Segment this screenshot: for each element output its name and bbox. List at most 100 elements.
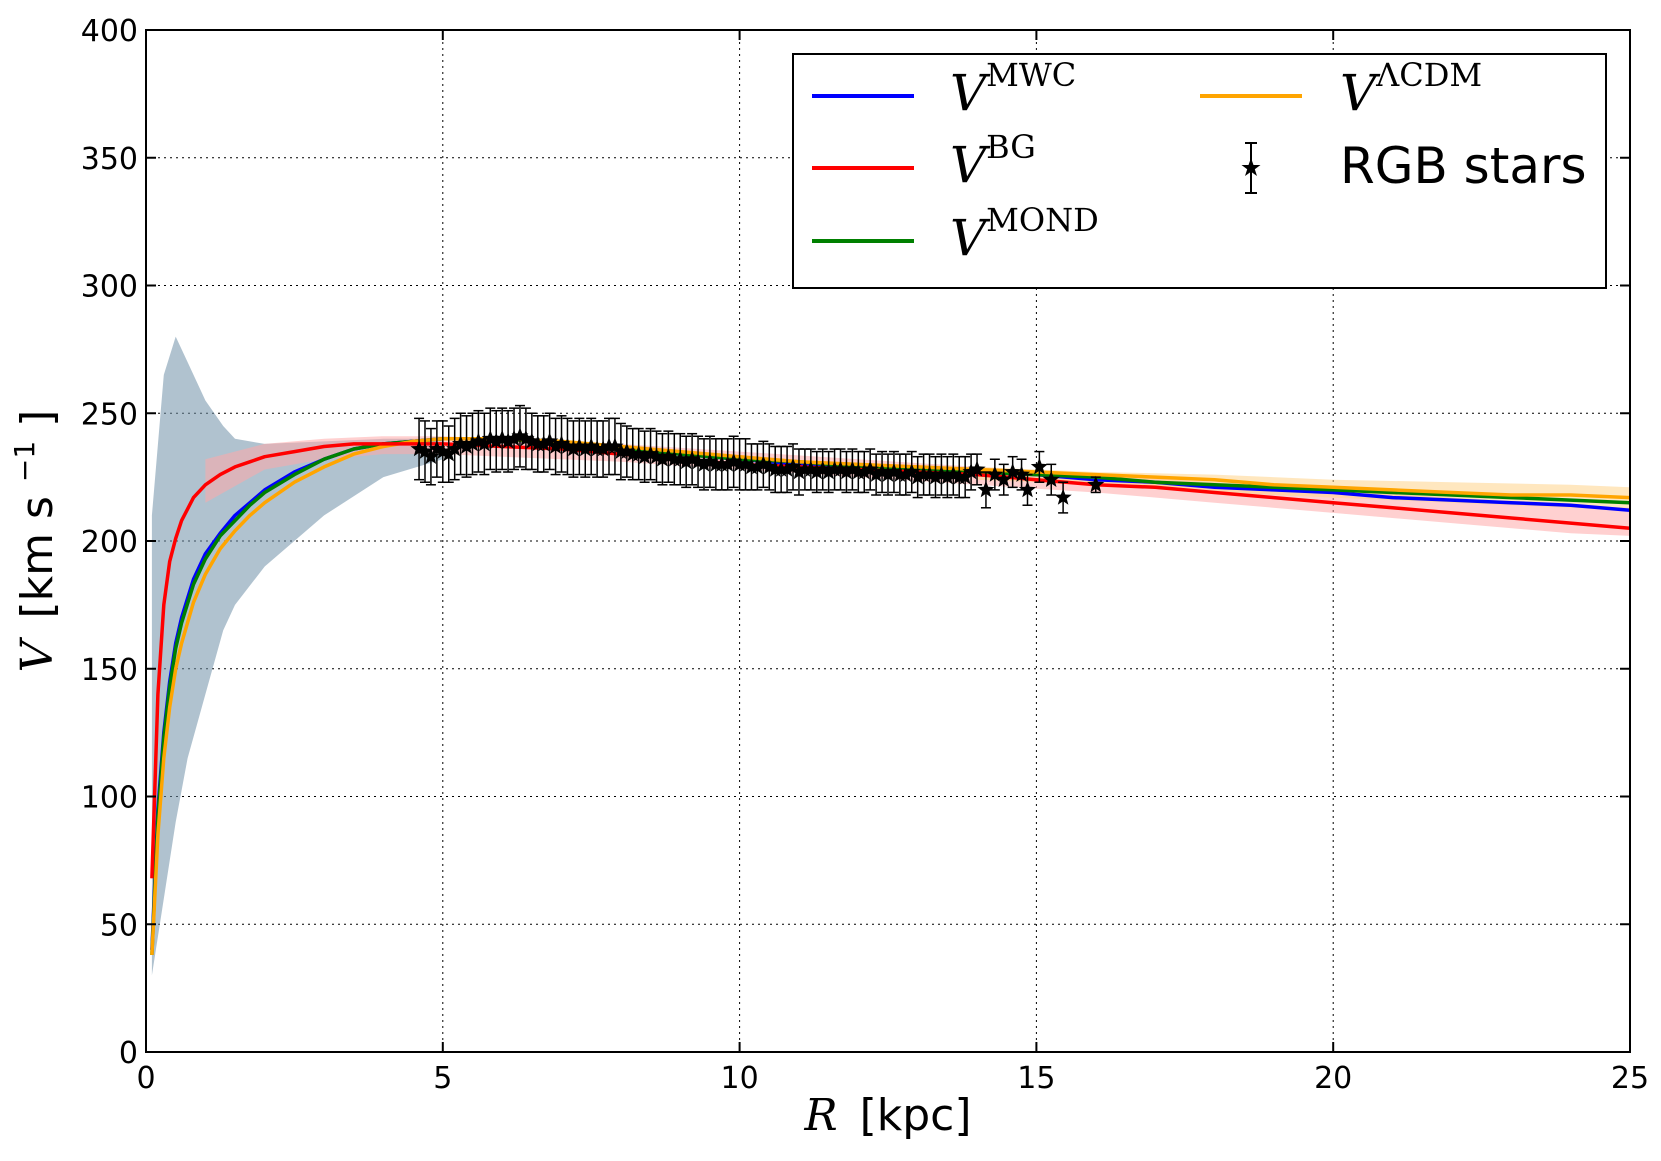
- rgb-star-point: [938, 455, 956, 499]
- star-marker: [995, 470, 1013, 487]
- rgb-star-point: [487, 409, 505, 473]
- star-marker: [808, 463, 826, 480]
- star-marker: [837, 463, 855, 480]
- star-marker: [594, 440, 612, 457]
- rgb-star-point: [837, 450, 855, 494]
- star-marker: [1004, 463, 1022, 480]
- rgb-star-point: [475, 412, 493, 476]
- star-marker: [879, 465, 897, 482]
- y-tick-label: 250: [81, 397, 138, 432]
- legend-swatch-rgb-stars: [1241, 142, 1261, 194]
- star-marker: [564, 440, 582, 457]
- star-marker: [410, 440, 428, 457]
- star-marker: [725, 452, 743, 470]
- rgb-star-point: [926, 455, 944, 499]
- rgb-star-point: [499, 409, 517, 473]
- rgb-star-point: [594, 420, 612, 478]
- star-marker: [505, 429, 523, 447]
- star-marker: [582, 437, 600, 454]
- star-marker: [458, 437, 476, 454]
- rgb-star-point: [564, 420, 582, 478]
- rgb-star-point: [695, 438, 713, 491]
- rgb-star-point: [458, 415, 476, 478]
- x-tick-label: 25: [1611, 1061, 1649, 1096]
- star-marker: [517, 429, 535, 447]
- rgb-star-point: [547, 417, 565, 476]
- star-marker: [422, 447, 440, 464]
- x-axis-symbol: R: [803, 1090, 837, 1141]
- y-axis-unit-open: [km s: [12, 496, 63, 618]
- star-marker: [867, 465, 885, 482]
- rgb-star-point: [677, 435, 695, 489]
- rgb-star-point: [897, 453, 915, 496]
- star-marker: [463, 434, 481, 452]
- star-marker: [956, 468, 974, 485]
- x-tick-label: 0: [136, 1061, 155, 1096]
- star-marker: [843, 460, 861, 477]
- star-marker: [754, 455, 772, 472]
- star-marker: [855, 463, 873, 480]
- star-marker: [938, 468, 956, 485]
- rgb-star-point: [719, 438, 737, 491]
- star-marker: [909, 468, 927, 485]
- star-marker: [701, 452, 719, 470]
- star-marker: [832, 460, 850, 477]
- legend-label-rgb-stars: RGB stars: [1340, 137, 1587, 195]
- star-marker: [689, 452, 707, 470]
- rgb-star-point: [446, 417, 464, 481]
- star-marker: [926, 468, 944, 485]
- star-marker: [778, 460, 796, 477]
- star-marker: [962, 463, 980, 480]
- star-marker: [630, 445, 648, 462]
- rgb-star-point: [748, 443, 766, 491]
- star-marker: [647, 447, 666, 464]
- rgb-star-point: [1004, 455, 1022, 489]
- star-marker: [636, 447, 654, 464]
- rgb-star-point: [1087, 475, 1105, 494]
- rgb-star-point: [1054, 481, 1072, 514]
- star-marker: [861, 460, 879, 477]
- rgb-star-point: [653, 432, 671, 486]
- rgb-star-point: [606, 417, 624, 476]
- star-marker: [683, 450, 701, 467]
- band-0: [151, 336, 443, 976]
- x-tick-label: 10: [721, 1061, 759, 1096]
- rgb-star-point: [986, 458, 1004, 491]
- rgb-star-point: [416, 420, 434, 483]
- star-marker: [790, 463, 808, 480]
- star-marker: [802, 460, 820, 477]
- rgb-star-point: [576, 420, 594, 478]
- y-axis-unit-close: ]: [12, 410, 63, 427]
- star-marker: [677, 452, 695, 470]
- x-tick-label: 15: [1017, 1061, 1055, 1096]
- legend-label-bg: VBG: [950, 128, 1036, 194]
- star-marker: [547, 437, 565, 454]
- star-marker: [535, 434, 553, 452]
- star-marker: [653, 450, 671, 467]
- star-marker: [416, 442, 434, 459]
- star-marker: [737, 455, 755, 472]
- star-marker: [499, 432, 517, 449]
- star-marker: [642, 445, 660, 462]
- star-marker: [748, 457, 766, 475]
- star-marker: [1013, 465, 1031, 482]
- x-axis-unit: [kpc]: [860, 1090, 972, 1141]
- legend-label-mwc: VMWC: [950, 56, 1076, 122]
- y-tick-label: 50: [100, 908, 138, 943]
- star-marker: [1054, 488, 1072, 505]
- star-marker: [558, 437, 576, 454]
- rgb-star-point: [903, 450, 921, 494]
- rgb-star-point: [463, 412, 481, 476]
- star-marker: [671, 450, 689, 467]
- star-marker: [434, 442, 452, 459]
- star-marker: [475, 434, 493, 452]
- star-marker: [944, 465, 962, 482]
- x-axis-label: R [kpc]: [803, 1090, 971, 1141]
- y-tick-label: 400: [81, 14, 138, 49]
- star-marker: [1087, 475, 1105, 493]
- star-marker: [493, 429, 511, 447]
- star-marker: [897, 465, 915, 482]
- rgb-star-point: [636, 430, 654, 483]
